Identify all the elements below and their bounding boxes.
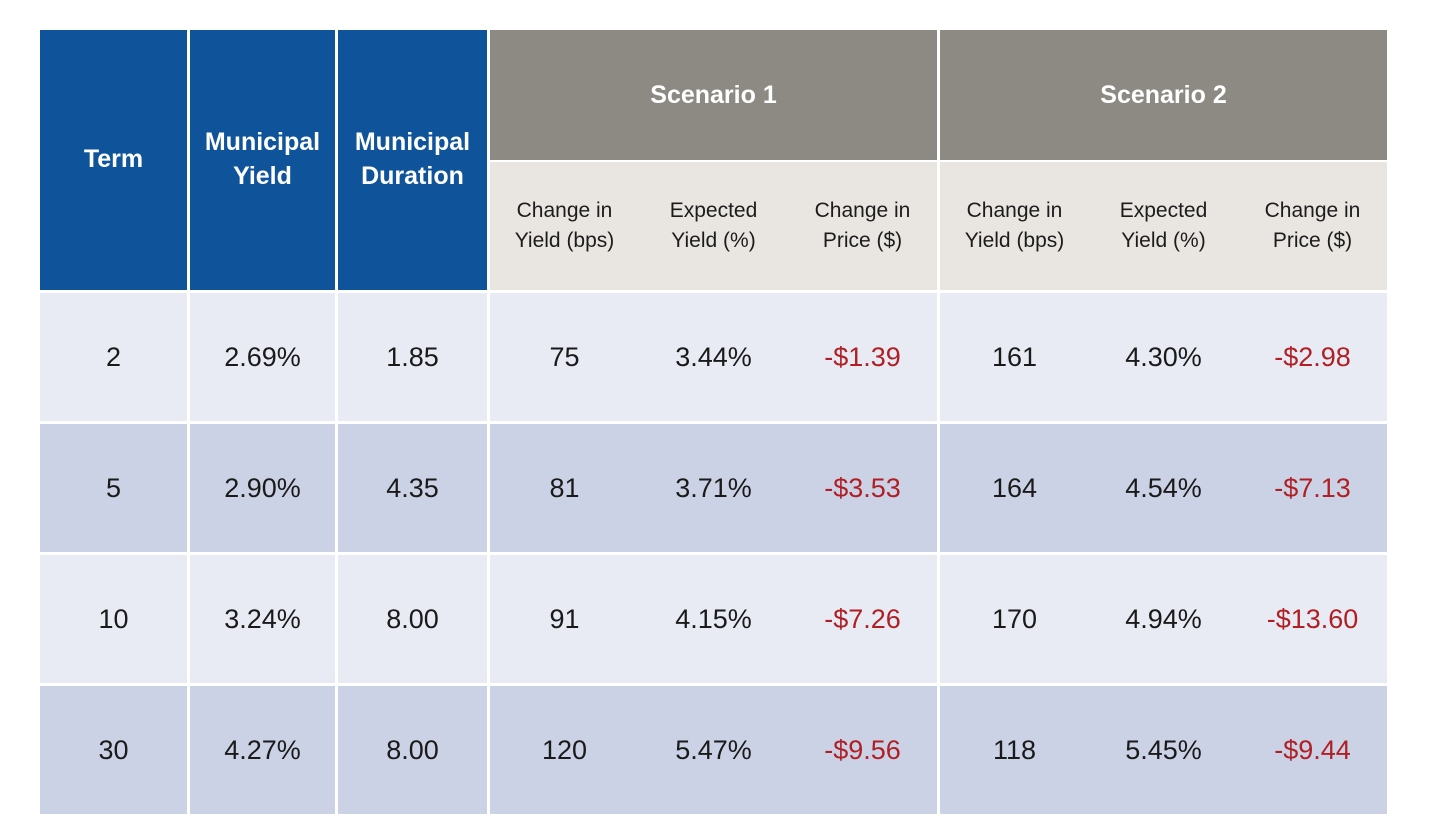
scenario-2-values-row: 170 4.94% -$13.60 <box>940 555 1387 683</box>
municipal-duration-cell: 8.00 <box>338 555 487 683</box>
s2-expected-yield-cell: 4.94% <box>1125 603 1202 634</box>
s1-change-in-yield-cell: 91 <box>549 603 580 634</box>
term-cell: 5 <box>40 424 187 552</box>
s1-change-in-price-cell: -$7.26 <box>824 603 901 634</box>
scenario-2-title: Scenario 2 <box>940 30 1387 160</box>
municipal-duration-cell: 4.35 <box>338 424 487 552</box>
s1-change-in-price-cell: -$1.39 <box>824 341 901 372</box>
s2-expected-yield-cell: 5.45% <box>1125 734 1202 765</box>
s1-change-in-yield-cell: 75 <box>549 341 580 372</box>
scenario-2-subheader-change-in-yield: Change in Yield (bps) <box>964 198 1065 252</box>
column-header-municipal-yield: Municipal Yield <box>190 30 335 290</box>
s2-change-in-price-cell: -$7.13 <box>1274 472 1351 503</box>
s2-change-in-price-cell: -$13.60 <box>1266 603 1359 634</box>
scenario-1-subheader-change-in-price: Change in Price ($) <box>814 198 911 252</box>
scenario-1-subheader-expected-yield: Expected Yield (%) <box>669 198 758 252</box>
s2-change-in-price-cell: -$9.44 <box>1274 734 1351 765</box>
municipal-yield-cell: 2.69% <box>190 293 335 421</box>
s2-change-in-yield-cell: 161 <box>991 341 1038 372</box>
s1-change-in-yield-cell: 120 <box>541 734 588 765</box>
municipal-duration-cell: 8.00 <box>338 686 487 814</box>
scenario-1-values-row: 120 5.47% -$9.56 <box>490 686 937 814</box>
municipal-yield-scenarios-table: Term Municipal Yield Municipal Duration … <box>40 30 1387 814</box>
s1-expected-yield-cell: 4.15% <box>675 603 752 634</box>
s2-change-in-yield-cell: 164 <box>991 472 1038 503</box>
s2-change-in-yield-cell: 170 <box>991 603 1038 634</box>
s2-expected-yield-cell: 4.30% <box>1125 341 1202 372</box>
term-cell: 10 <box>40 555 187 683</box>
municipal-yield-cell: 4.27% <box>190 686 335 814</box>
s1-change-in-price-cell: -$9.56 <box>824 734 901 765</box>
scenario-2-header-group: Scenario 2 Change in Yield (bps) Expecte… <box>940 30 1387 290</box>
scenario-1-subheaders: Change in Yield (bps) Expected Yield (%)… <box>490 162 937 290</box>
s2-change-in-yield-cell: 118 <box>992 734 1037 765</box>
municipal-yield-cell: 3.24% <box>190 555 335 683</box>
scenario-2-values-row: 164 4.54% -$7.13 <box>940 424 1387 552</box>
s1-expected-yield-cell: 3.71% <box>675 472 752 503</box>
scenario-2-subheader-expected-yield: Expected Yield (%) <box>1119 198 1208 252</box>
scenario-1-header-group: Scenario 1 Change in Yield (bps) Expecte… <box>490 30 937 290</box>
s1-expected-yield-cell: 3.44% <box>675 341 752 372</box>
s1-expected-yield-cell: 5.47% <box>675 734 752 765</box>
scenario-1-subheader-change-in-yield: Change in Yield (bps) <box>514 198 615 252</box>
scenario-1-values-row: 81 3.71% -$3.53 <box>490 424 937 552</box>
term-cell: 2 <box>40 293 187 421</box>
column-header-municipal-duration: Municipal Duration <box>338 30 487 290</box>
scenario-2-subheader-change-in-price: Change in Price ($) <box>1264 198 1361 252</box>
scenario-2-values-row: 118 5.45% -$9.44 <box>940 686 1387 814</box>
scenario-1-values-row: 91 4.15% -$7.26 <box>490 555 937 683</box>
s2-expected-yield-cell: 4.54% <box>1125 472 1202 503</box>
s2-change-in-price-cell: -$2.98 <box>1274 341 1351 372</box>
s1-change-in-yield-cell: 81 <box>549 472 580 503</box>
scenario-1-values-row: 75 3.44% -$1.39 <box>490 293 937 421</box>
municipal-duration-cell: 1.85 <box>338 293 487 421</box>
term-cell: 30 <box>40 686 187 814</box>
municipal-yield-cell: 2.90% <box>190 424 335 552</box>
scenario-1-title: Scenario 1 <box>490 30 937 160</box>
column-header-term: Term <box>40 30 187 290</box>
scenario-2-values-row: 161 4.30% -$2.98 <box>940 293 1387 421</box>
s1-change-in-price-cell: -$3.53 <box>824 472 901 503</box>
scenario-2-subheaders: Change in Yield (bps) Expected Yield (%)… <box>940 162 1387 290</box>
